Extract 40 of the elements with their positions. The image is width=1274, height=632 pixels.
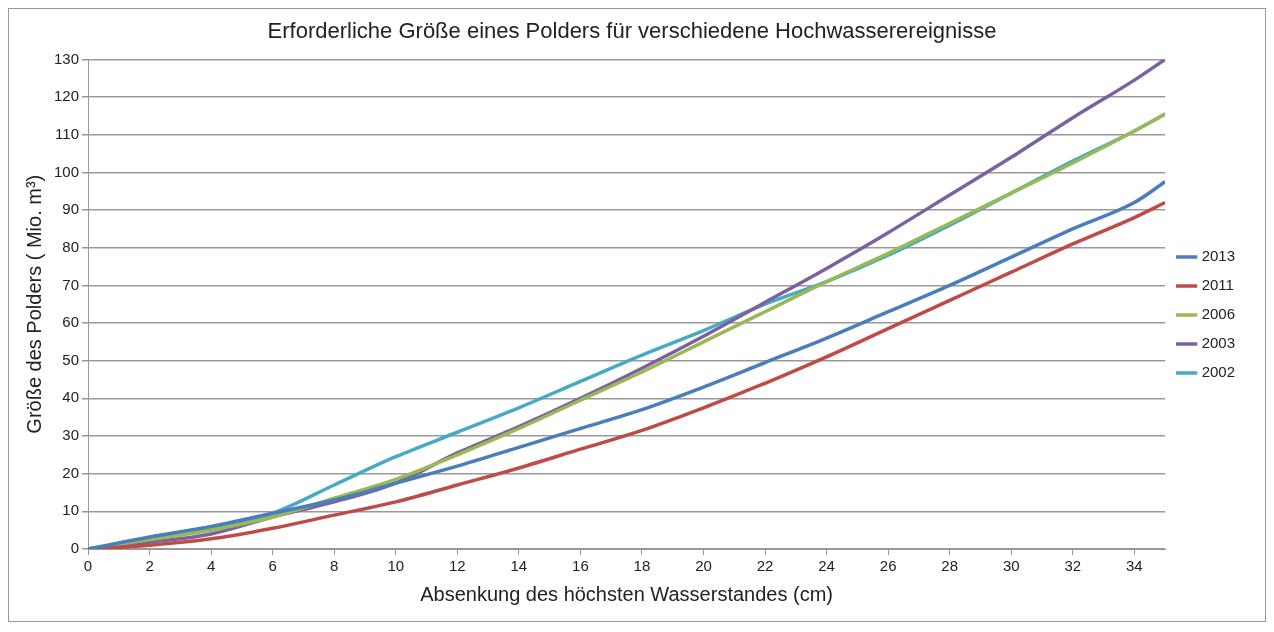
x-tick-label: 10 xyxy=(387,557,405,575)
x-tick-label: 24 xyxy=(818,557,835,575)
x-tick-label: 16 xyxy=(572,557,589,575)
x-tick-label: 2 xyxy=(145,557,154,575)
y-tick-label: 110 xyxy=(55,124,80,142)
y-tick-label: 120 xyxy=(54,87,80,105)
chart-title: Erforderliche Größe eines Polders für verschiedene Hochwasserereignisse xyxy=(267,18,997,44)
x-tick-label: 32 xyxy=(1064,557,1082,575)
y-tick-label: 130 xyxy=(54,49,80,67)
legend-label: 2006 xyxy=(1201,305,1236,323)
legend-label: 2003 xyxy=(1201,334,1236,352)
y-axis-title: Größe des Polders ( Mio. m³) xyxy=(22,174,45,434)
x-tick-label: 34 xyxy=(1126,557,1143,575)
x-tick-label: 4 xyxy=(206,557,216,575)
x-tick-label: 8 xyxy=(330,557,339,575)
legend-label: 2011 xyxy=(1201,276,1234,294)
x-tick-label: 18 xyxy=(633,557,651,575)
y-tick-label: 80 xyxy=(62,237,80,255)
x-tick-label: 26 xyxy=(879,557,897,575)
x-tick-label: 30 xyxy=(1002,557,1020,575)
x-tick-label: 22 xyxy=(756,557,774,575)
x-axis-title: Absenkung des höchsten Wasserstandes (cm) xyxy=(420,582,833,605)
legend-label: 2013 xyxy=(1201,247,1236,265)
x-tick-label: 6 xyxy=(268,557,277,575)
y-tick-label: 60 xyxy=(62,313,80,331)
y-tick-label: 30 xyxy=(62,426,80,444)
y-tick-label: 0 xyxy=(70,539,80,557)
y-tick-label: 20 xyxy=(62,463,80,481)
x-tick-label: 28 xyxy=(941,557,959,575)
y-tick-label: 50 xyxy=(62,350,80,368)
x-tick-label: 14 xyxy=(510,557,528,575)
y-tick-label: 100 xyxy=(54,162,80,180)
legend-label: 2002 xyxy=(1201,363,1236,381)
y-tick-label: 10 xyxy=(62,501,80,519)
x-tick-label: 12 xyxy=(448,557,466,575)
x-tick-label: 0 xyxy=(83,557,93,575)
y-tick-label: 90 xyxy=(62,200,80,218)
x-tick-label: 20 xyxy=(695,557,712,575)
y-tick-label: 40 xyxy=(62,388,80,406)
y-tick-label: 70 xyxy=(62,275,80,293)
